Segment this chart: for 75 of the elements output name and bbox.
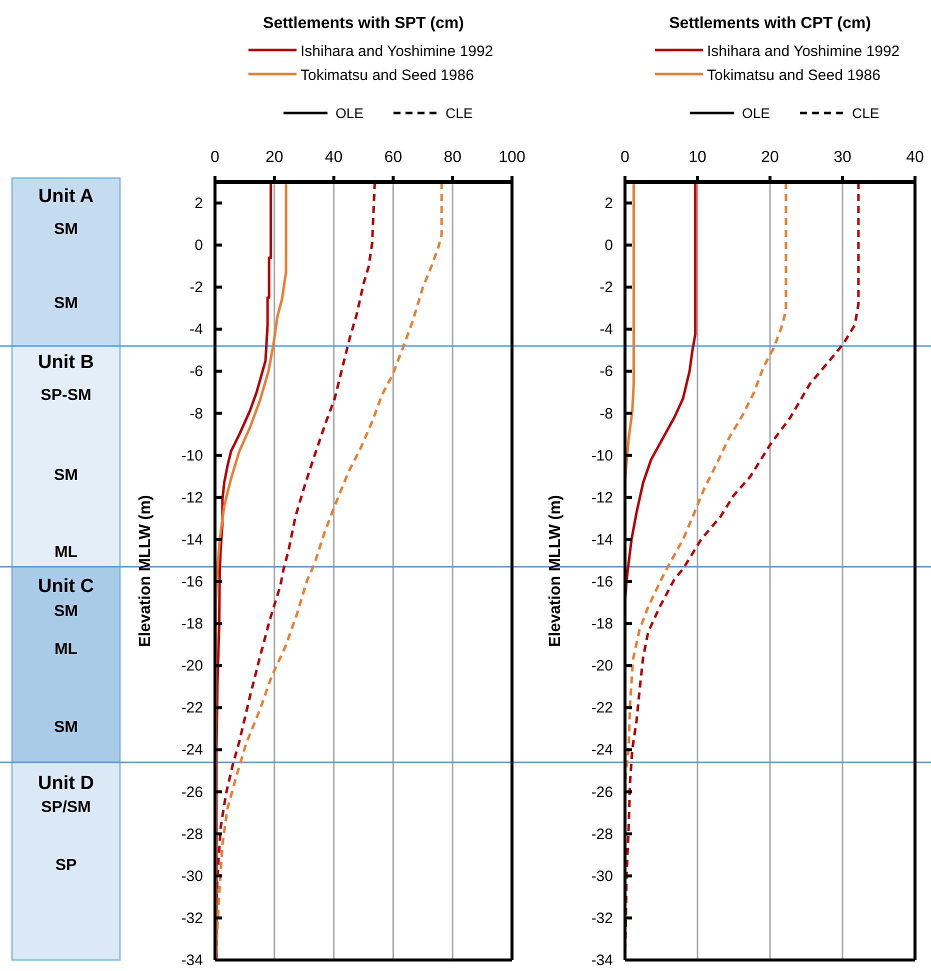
text: SM	[54, 719, 78, 736]
y-tick-label: -18	[591, 616, 613, 633]
x-tick-label: 30	[834, 149, 852, 166]
text: OLE	[336, 105, 364, 121]
y-axis-title: Elevation MLLW (m)	[547, 495, 564, 647]
y-tick-label: -4	[190, 321, 203, 338]
text: ML	[54, 544, 78, 561]
x-tick-label: 100	[498, 149, 526, 166]
y-tick-label: 0	[604, 237, 613, 254]
y-tick-label: -16	[591, 574, 613, 591]
text: SM	[54, 295, 78, 312]
x-tick-label: 0	[620, 149, 630, 166]
y-tick-label: -28	[591, 826, 613, 843]
legend-label: Tokimatsu and Seed 1986	[707, 67, 880, 84]
x-tick-label: 60	[384, 149, 402, 166]
y-tick-label: -32	[591, 910, 613, 927]
y-tick-label: -22	[591, 700, 613, 717]
x-tick-label: 80	[444, 149, 462, 166]
y-tick-label: -6	[190, 363, 203, 380]
x-tick-label: 20	[761, 149, 779, 166]
y-tick-label: -18	[181, 616, 203, 633]
y-tick-label: -8	[190, 405, 203, 422]
text: SP	[55, 857, 77, 874]
text: Unit C	[38, 576, 94, 597]
text: SM	[54, 603, 78, 620]
y-tick-label: -34	[591, 952, 613, 969]
legend-label: Tokimatsu and Seed 1986	[300, 67, 474, 84]
text: OLE	[742, 105, 770, 121]
x-tick-label: 20	[266, 149, 284, 166]
y-tick-label: -10	[181, 447, 203, 464]
y-tick-label: -12	[591, 489, 613, 506]
y-tick-label: -4	[600, 321, 613, 338]
y-tick-label: -30	[181, 868, 203, 885]
x-tick-label: 0	[210, 149, 220, 166]
y-tick-label: 0	[194, 237, 203, 254]
y-tick-label: -14	[591, 531, 613, 548]
y-tick-label: -30	[591, 868, 613, 885]
y-tick-label: -20	[591, 658, 613, 675]
y-tick-label: -12	[181, 489, 203, 506]
y-tick-label: 2	[194, 195, 203, 212]
text: ML	[54, 641, 78, 658]
text: CLE	[852, 105, 880, 121]
text: SP-SM	[40, 387, 92, 404]
y-tick-label: -26	[181, 784, 203, 801]
y-tick-label: -10	[591, 447, 613, 464]
chart-title: Settlements with CPT (cm)	[669, 15, 871, 32]
y-tick-label: -22	[181, 700, 203, 717]
legend-label: Ishihara and Yoshimine 1992	[707, 43, 900, 60]
y-tick-label: -32	[181, 910, 203, 927]
text: CLE	[446, 105, 473, 121]
y-tick-label: -20	[181, 658, 203, 675]
text: Unit D	[38, 773, 94, 794]
chart-title: Settlements with SPT (cm)	[263, 15, 464, 32]
x-tick-label: 10	[688, 149, 706, 166]
text: Unit B	[38, 352, 94, 373]
y-tick-label: -6	[600, 363, 613, 380]
text: SM	[54, 467, 78, 484]
text: Unit A	[38, 186, 94, 207]
text: SP/SM	[41, 799, 91, 816]
y-tick-label: -8	[600, 405, 613, 422]
y-tick-label: -2	[600, 279, 613, 296]
legend-label: Ishihara and Yoshimine 1992	[300, 43, 494, 60]
x-tick-label: 40	[906, 149, 924, 166]
y-tick-label: -24	[591, 742, 613, 759]
y-axis-title: Elevation MLLW (m)	[137, 495, 154, 647]
y-tick-label: -34	[181, 952, 203, 969]
y-tick-label: -26	[591, 784, 613, 801]
x-tick-label: 40	[324, 149, 343, 166]
text: SM	[54, 221, 78, 238]
y-tick-label: 2	[604, 195, 613, 212]
y-tick-label: -16	[181, 574, 203, 591]
y-tick-label: -2	[190, 279, 203, 296]
y-tick-label: -14	[181, 531, 203, 548]
y-tick-label: -24	[181, 742, 203, 759]
y-tick-label: -28	[181, 826, 203, 843]
